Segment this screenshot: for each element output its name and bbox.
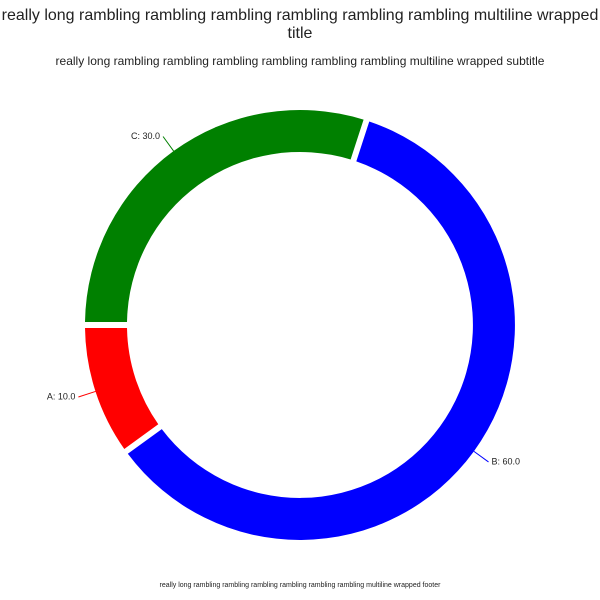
donut-slices (85, 109, 515, 540)
chart-title: really long rambling rambling rambling r… (1, 7, 599, 42)
slice-label-leaders (78, 136, 489, 463)
slice-label-c: C: 30.0 (131, 131, 160, 141)
leader-line-c (162, 136, 175, 152)
leader-line-b (473, 450, 489, 463)
slice-label-b: B: 60.0 (492, 456, 521, 466)
slice-labels: A: 10.0 B: 60.0 C: 30.0 (47, 131, 520, 466)
chart-footer: really long rambling rambling rambling r… (159, 582, 441, 589)
slice-c[interactable] (85, 109, 364, 322)
slice-a[interactable] (85, 328, 159, 449)
chart-subtitle: really long rambling rambling rambling r… (55, 54, 545, 68)
slice-label-a: A: 10.0 (47, 391, 76, 401)
leader-line-a (78, 390, 96, 398)
